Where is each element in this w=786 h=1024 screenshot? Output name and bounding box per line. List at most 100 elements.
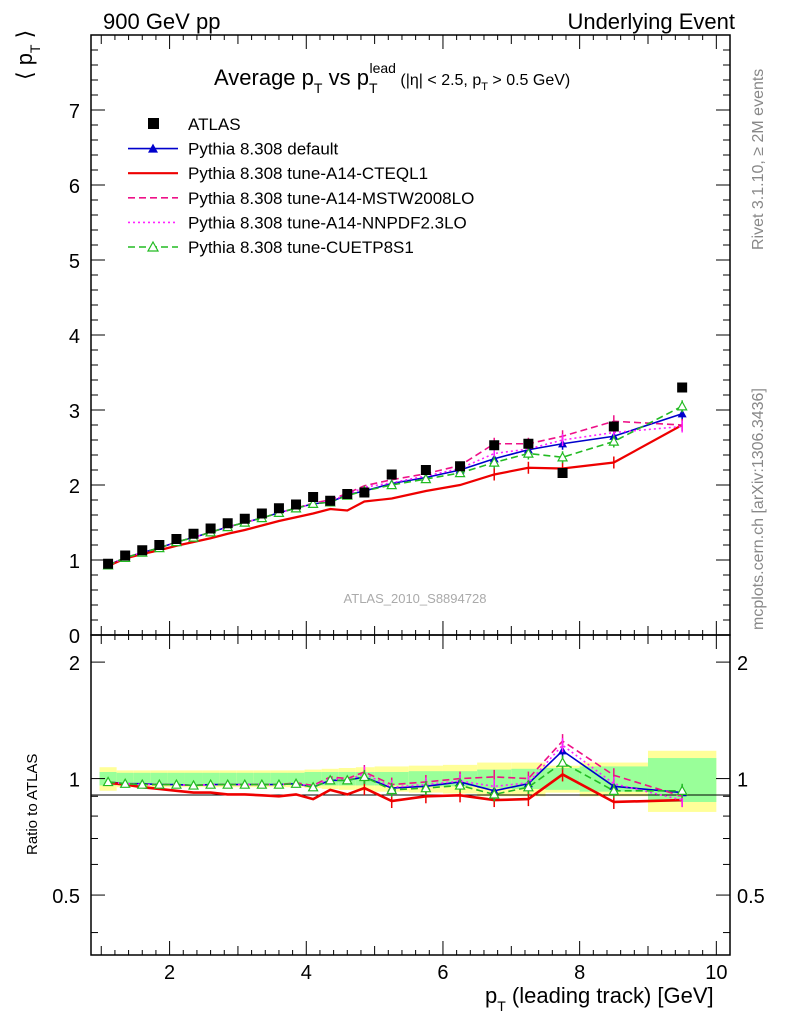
main-marker-cuetp8s1 bbox=[522, 447, 534, 458]
legend-label: Pythia 8.308 tune-CUETP8S1 bbox=[188, 238, 414, 257]
atlas-data-point bbox=[308, 492, 319, 502]
main-marker-cuetp8s1 bbox=[557, 451, 569, 462]
atlas-data-point bbox=[455, 461, 466, 472]
ratio-y-tick-label: 0.5 bbox=[52, 886, 80, 908]
ratio-line-series-2 bbox=[108, 740, 683, 798]
atlas-data-point bbox=[239, 513, 250, 524]
ratio-y-tick-label: 2 bbox=[737, 653, 748, 675]
legend-label: ATLAS bbox=[188, 115, 241, 134]
ratio-marker-cuetp8s1 bbox=[307, 781, 319, 792]
y-tick-label: 3 bbox=[69, 401, 80, 423]
ratio-marker-cuetp8s1 bbox=[608, 785, 620, 795]
main-marker-cuetp8s1 bbox=[608, 435, 620, 446]
main-marker-cuetp8s1 bbox=[676, 400, 688, 411]
ratio-line-series-1 bbox=[107, 772, 683, 804]
atlas-data-point bbox=[154, 540, 165, 550]
atlas-data-point bbox=[489, 440, 500, 451]
ratio-marker-cuetp8s1 bbox=[386, 784, 398, 795]
ratio-marker-cuetp8s1 bbox=[522, 781, 534, 792]
atlas-data-point bbox=[557, 468, 568, 478]
x-tick-label: 10 bbox=[705, 962, 727, 984]
main-ylabel: ⟨ pT ⟩ bbox=[12, 30, 43, 80]
ratio-y-tick-label: 1 bbox=[737, 770, 748, 792]
atlas-data-point bbox=[137, 545, 148, 556]
atlas-data-point bbox=[188, 528, 199, 539]
ratio-band-green bbox=[270, 772, 288, 785]
atlas-data-point bbox=[171, 534, 182, 544]
atlas-data-point bbox=[677, 382, 688, 393]
axes-ticks: 2 4 6 8 10 0 1 2 3 4 5 6 7 0.5 0.5 1 1 2 2 bbox=[52, 34, 765, 984]
ratio-marker-cuetp8s1 bbox=[239, 778, 251, 789]
ratio-band-green bbox=[133, 772, 151, 785]
main-marker-default bbox=[677, 409, 687, 418]
main-marker-cuetp8s1 bbox=[488, 456, 500, 467]
ratio-band-green bbox=[304, 771, 322, 786]
ratio-series bbox=[102, 734, 688, 809]
ratio-marker-cuetp8s1 bbox=[222, 778, 234, 789]
ratio-marker-cuetp8s1 bbox=[488, 788, 500, 799]
ratio-band-green bbox=[236, 772, 254, 785]
ratio-marker-cuetp8s1 bbox=[256, 778, 268, 789]
y-tick-label: 6 bbox=[69, 176, 80, 198]
main-marker-cuetp8s1 bbox=[454, 467, 466, 478]
ratio-marker-cuetp8s1 bbox=[341, 774, 353, 785]
ratio-band-green bbox=[167, 772, 185, 785]
ratio-marker-cuetp8s1 bbox=[454, 779, 466, 790]
main-plot-frame bbox=[90, 34, 731, 636]
x-tick-label: 6 bbox=[437, 962, 448, 984]
atlas-data-point bbox=[420, 465, 431, 475]
atlas-data-point bbox=[256, 508, 267, 519]
ratio-marker-cuetp8s1 bbox=[205, 778, 217, 789]
ratio-marker-cuetp8s1 bbox=[290, 777, 302, 788]
atlas-data-point bbox=[120, 550, 131, 561]
main-line-series-4 bbox=[107, 425, 683, 566]
legend-marker-atlas bbox=[148, 118, 159, 129]
atlas-data-point bbox=[523, 438, 534, 449]
y-tick-label: 1 bbox=[69, 551, 80, 573]
ratio-marker-cuetp8s1 bbox=[676, 785, 688, 795]
legend-label: Pythia 8.308 default bbox=[188, 140, 339, 159]
xlabel: pT (leading track) [GeV] bbox=[485, 983, 714, 1014]
main-marker-cuetp8s1 bbox=[386, 479, 398, 490]
header-right: Underlying Event bbox=[567, 9, 735, 34]
x-tick-label: 8 bbox=[574, 962, 585, 984]
atlas-data-point bbox=[291, 499, 302, 510]
ratio-marker-cuetp8s1 bbox=[420, 782, 432, 793]
y-tick-label: 4 bbox=[69, 326, 80, 348]
mcplots-label: mcplots.cern.ch [arXiv:1306.3436] bbox=[750, 388, 767, 630]
ratio-y-tick-label: 0.5 bbox=[737, 886, 765, 908]
legend-label: Pythia 8.308 tune-A14-NNPDF2.3LO bbox=[188, 213, 467, 232]
ratio-marker-cuetp8s1 bbox=[358, 771, 370, 782]
ratio-marker-cuetp8s1 bbox=[119, 777, 131, 788]
ratio-marker-cuetp8s1 bbox=[136, 778, 148, 789]
legend: ATLAS Pythia 8.308 default Pythia 8.308 tu… bbox=[128, 115, 474, 257]
ratio-y-tick-label: 1 bbox=[69, 770, 80, 792]
ratio-marker-cuetp8s1 bbox=[153, 778, 165, 789]
ratio-marker-cuetp8s1 bbox=[273, 778, 285, 789]
ratio-y-tick-label: 2 bbox=[69, 653, 80, 675]
analysis-watermark: ATLAS_2010_S8894728 bbox=[344, 591, 487, 606]
main-marker-cuetp8s1 bbox=[307, 498, 319, 508]
ratio-marker-cuetp8s1 bbox=[170, 778, 182, 789]
y-tick-label: 2 bbox=[69, 476, 80, 498]
legend-label: Pythia 8.308 tune-A14-MSTW2008LO bbox=[188, 189, 474, 208]
atlas-data-point bbox=[325, 495, 336, 506]
atlas-data-point bbox=[222, 518, 233, 529]
ratio-band-green bbox=[219, 772, 237, 785]
ratio-line-series-4 bbox=[108, 761, 683, 796]
ratio-band-green bbox=[202, 772, 220, 785]
plot-title: Average pT vs pTlead (|η| < 2.5, pT > 0.… bbox=[214, 60, 570, 96]
ratio-marker-cuetp8s1 bbox=[324, 774, 336, 785]
ratio-marker-cuetp8s1 bbox=[557, 756, 569, 767]
y-tick-label: 0 bbox=[69, 626, 80, 648]
atlas-data-point bbox=[205, 523, 216, 534]
legend-marker-triangle bbox=[148, 143, 158, 153]
x-tick-label: 2 bbox=[164, 962, 175, 984]
main-line-series-2 bbox=[107, 424, 683, 568]
main-line-series-3 bbox=[107, 420, 683, 566]
atlas-data-point bbox=[103, 558, 114, 569]
ratio-band-green bbox=[184, 772, 203, 785]
atlas-data-point bbox=[273, 503, 284, 514]
ratio-band-green bbox=[150, 772, 168, 785]
